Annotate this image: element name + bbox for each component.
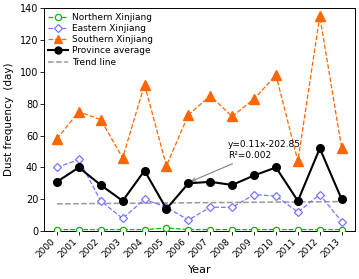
X-axis label: Year: Year [187, 265, 211, 275]
Legend: Northern Xinjiang, Eastern Xinjiang, Southern Xinjiang, Province average, Trend : Northern Xinjiang, Eastern Xinjiang, Sou… [46, 11, 155, 69]
Text: y=0.11x-202.85
R²=0.002: y=0.11x-202.85 R²=0.002 [192, 140, 301, 181]
Y-axis label: Dust frequency  (day): Dust frequency (day) [4, 63, 14, 176]
